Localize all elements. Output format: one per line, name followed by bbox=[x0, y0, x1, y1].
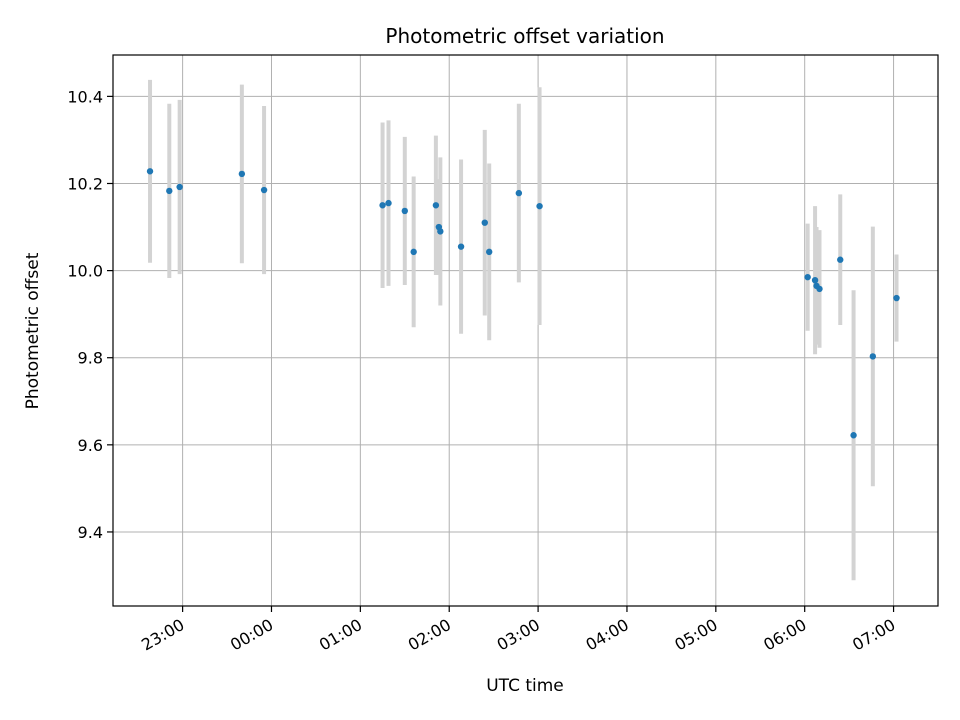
data-point bbox=[437, 228, 444, 235]
data-point bbox=[816, 285, 823, 293]
y-axis: 9.4 9.6 9.8 10.0 10.2 10.4 bbox=[67, 87, 113, 542]
y-axis-title: Photometric offset bbox=[23, 252, 43, 409]
data-point bbox=[166, 187, 173, 195]
data-point bbox=[432, 202, 440, 209]
data-point bbox=[410, 248, 417, 256]
y-tick-label: 9.8 bbox=[78, 349, 103, 368]
data-point bbox=[850, 432, 857, 439]
data-point bbox=[457, 243, 465, 250]
data-point bbox=[869, 353, 877, 360]
data-point bbox=[486, 248, 493, 256]
data-points bbox=[146, 168, 900, 439]
data-point bbox=[893, 294, 900, 302]
data-point bbox=[536, 202, 543, 210]
y-tick-label: 10.0 bbox=[67, 262, 103, 281]
data-point bbox=[385, 199, 392, 207]
chart-title: Photometric offset variation bbox=[385, 24, 664, 48]
x-axis-title: UTC time bbox=[486, 676, 564, 696]
data-point bbox=[837, 256, 844, 263]
data-point bbox=[238, 170, 246, 178]
data-point bbox=[176, 183, 183, 191]
y-tick-label: 10.4 bbox=[67, 87, 103, 106]
data-point bbox=[401, 207, 408, 215]
grid bbox=[113, 55, 938, 606]
data-point bbox=[804, 273, 811, 281]
data-point bbox=[515, 189, 523, 197]
plot-frame bbox=[112, 54, 939, 607]
data-point bbox=[146, 168, 154, 175]
y-tick-label: 10.2 bbox=[67, 174, 103, 193]
data-point bbox=[811, 276, 819, 284]
data-point bbox=[379, 202, 386, 209]
y-tick-label: 9.4 bbox=[78, 523, 103, 542]
data-point bbox=[260, 186, 268, 194]
y-tick-label: 9.6 bbox=[78, 436, 103, 455]
data-point bbox=[481, 219, 488, 226]
